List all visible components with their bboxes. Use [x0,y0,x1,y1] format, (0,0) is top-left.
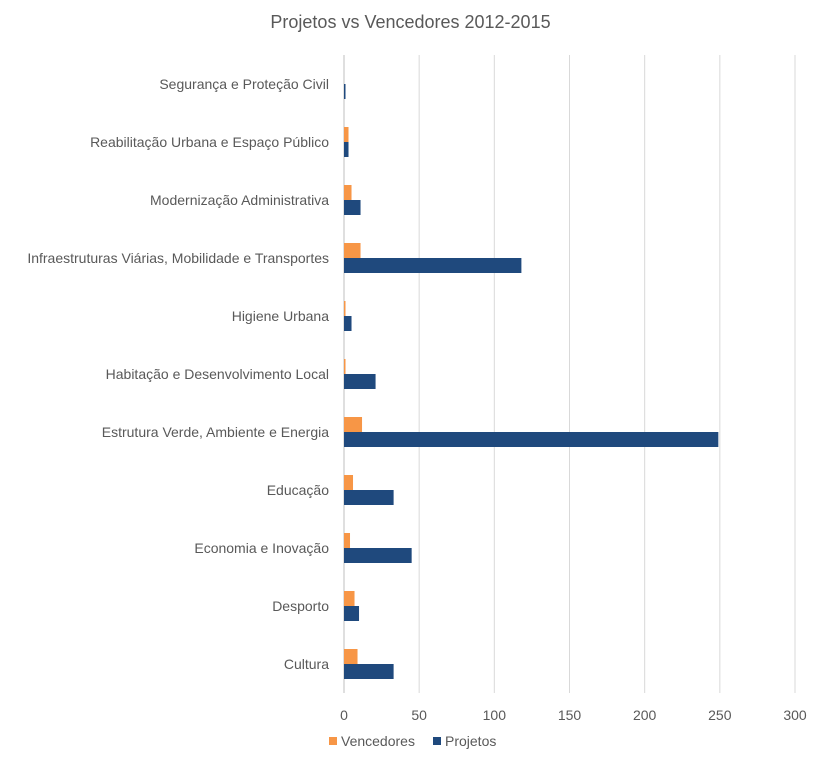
bar-vencedores [344,127,349,142]
bar-vencedores [344,649,358,664]
category-label: Economia e Inovação [194,540,329,556]
legend-vencedores-swatch [329,737,337,745]
x-tick-labels: 0 50 100 150 200 250 300 [340,707,807,723]
grid [343,55,796,693]
category-label: Habitação e Desenvolvimento Local [106,366,329,382]
chart-title: Projetos vs Vencedores 2012-2015 [270,12,550,32]
x-tick-label: 0 [340,707,348,723]
category-label: Desporto [272,598,329,614]
bar-vencedores [344,359,346,374]
x-tick-label: 50 [411,707,427,723]
bars [344,84,719,679]
bar-projetos [344,606,360,621]
bar-projetos [344,84,346,99]
category-label: Infraestruturas Viárias, Mobilidade e Tr… [27,250,329,266]
bar-projetos [344,548,412,563]
category-label: Educação [267,482,329,498]
bar-projetos [344,432,719,447]
x-tick-label: 150 [558,707,582,723]
x-tick-label: 300 [783,707,807,723]
legend-vencedores-label: Vencedores [341,733,415,749]
bar-projetos [344,374,376,389]
bar-projetos [344,200,361,215]
bar-vencedores [344,591,355,606]
x-tick-label: 250 [708,707,732,723]
legend-projetos-label: Projetos [445,733,496,749]
bar-projetos [344,258,522,273]
x-tick-label: 200 [633,707,657,723]
category-labels: Cultura Desporto Economia e Inovação Educaç… [27,76,329,672]
bar-vencedores [344,533,351,548]
legend: Vencedores Projetos [329,733,496,749]
bar-projetos [344,664,394,679]
bar-vencedores [344,475,354,490]
bar-vencedores [344,301,346,316]
bar-projetos [344,490,394,505]
bar-vencedores [344,417,363,432]
bar-vencedores [344,185,352,200]
bar-projetos [344,316,352,331]
category-label: Reabilitação Urbana e Espaço Público [90,134,329,150]
legend-projetos-swatch [433,737,441,745]
category-label: Estrutura Verde, Ambiente e Energia [102,424,329,440]
category-label: Cultura [284,656,329,672]
x-tick-label: 100 [483,707,507,723]
category-label: Higiene Urbana [232,308,329,324]
category-label: Modernização Administrativa [150,192,329,208]
bar-projetos [344,142,349,157]
bar-vencedores [344,243,361,258]
category-label: Segurança e Proteção Civil [159,76,329,92]
